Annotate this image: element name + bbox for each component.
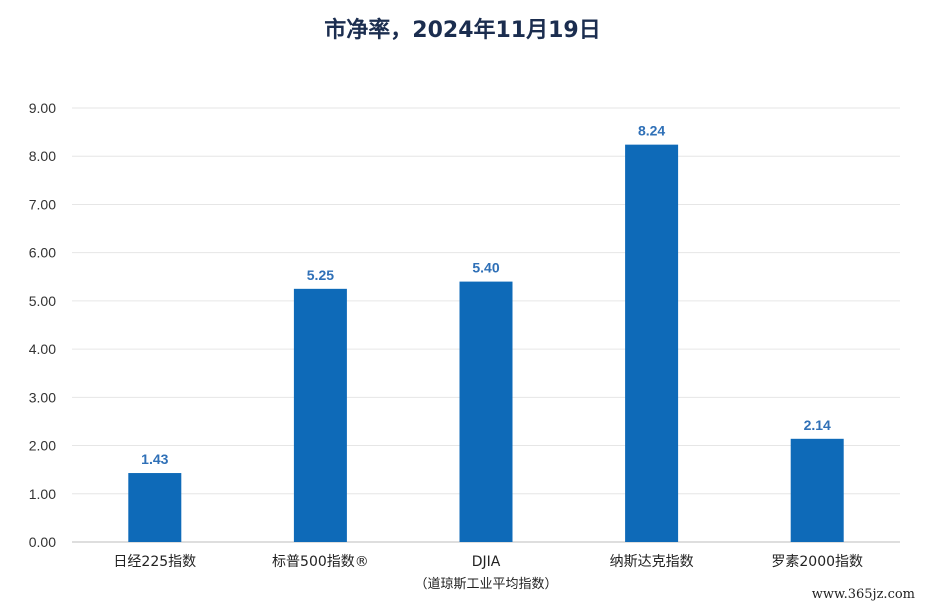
x-axis-ticks: 日经225指数 标普500指数® DJIA （道琼斯工业平均指数） 纳斯达克指数 罗素20… — [113, 554, 863, 592]
bar — [790, 438, 844, 542]
x-tick-label: DJIA — [472, 554, 501, 570]
watermark: www.365jz.com — [811, 587, 915, 602]
bar — [625, 144, 679, 542]
bar — [128, 473, 182, 542]
y-tick-label: 0.00 — [29, 534, 56, 550]
data-labels: 1.43 5.25 5.40 8.24 2.14 — [141, 123, 831, 467]
y-tick-label: 1.00 — [29, 486, 56, 502]
x-tick-sublabel: （道琼斯工业平均指数） — [414, 577, 557, 592]
x-tick-label: 罗素2000指数 — [771, 554, 863, 570]
data-label: 5.25 — [307, 267, 334, 283]
data-label: 5.40 — [472, 260, 499, 276]
y-tick-label: 5.00 — [29, 293, 56, 309]
bars — [128, 144, 844, 542]
data-label: 8.24 — [638, 123, 665, 139]
x-tick-label: 标普500指数® — [272, 554, 369, 570]
y-axis-ticks: 0.00 1.00 2.00 3.00 4.00 5.00 6.00 7.00 8.00 9.00 — [29, 100, 56, 550]
y-tick-label: 4.00 — [29, 341, 56, 357]
data-label: 1.43 — [141, 451, 168, 467]
data-label: 2.14 — [804, 417, 831, 433]
y-tick-label: 2.00 — [29, 438, 56, 454]
bar — [293, 288, 347, 542]
y-tick-label: 7.00 — [29, 196, 56, 212]
chart-title: 市净率，2024年11月19日 — [324, 18, 601, 43]
y-tick-label: 8.00 — [29, 148, 56, 164]
y-tick-label: 9.00 — [29, 100, 56, 116]
x-tick-label: 日经225指数 — [113, 554, 196, 570]
y-tick-label: 3.00 — [29, 389, 56, 405]
bar — [459, 281, 513, 542]
x-tick-label: 纳斯达克指数 — [610, 554, 694, 570]
y-tick-label: 6.00 — [29, 245, 56, 261]
